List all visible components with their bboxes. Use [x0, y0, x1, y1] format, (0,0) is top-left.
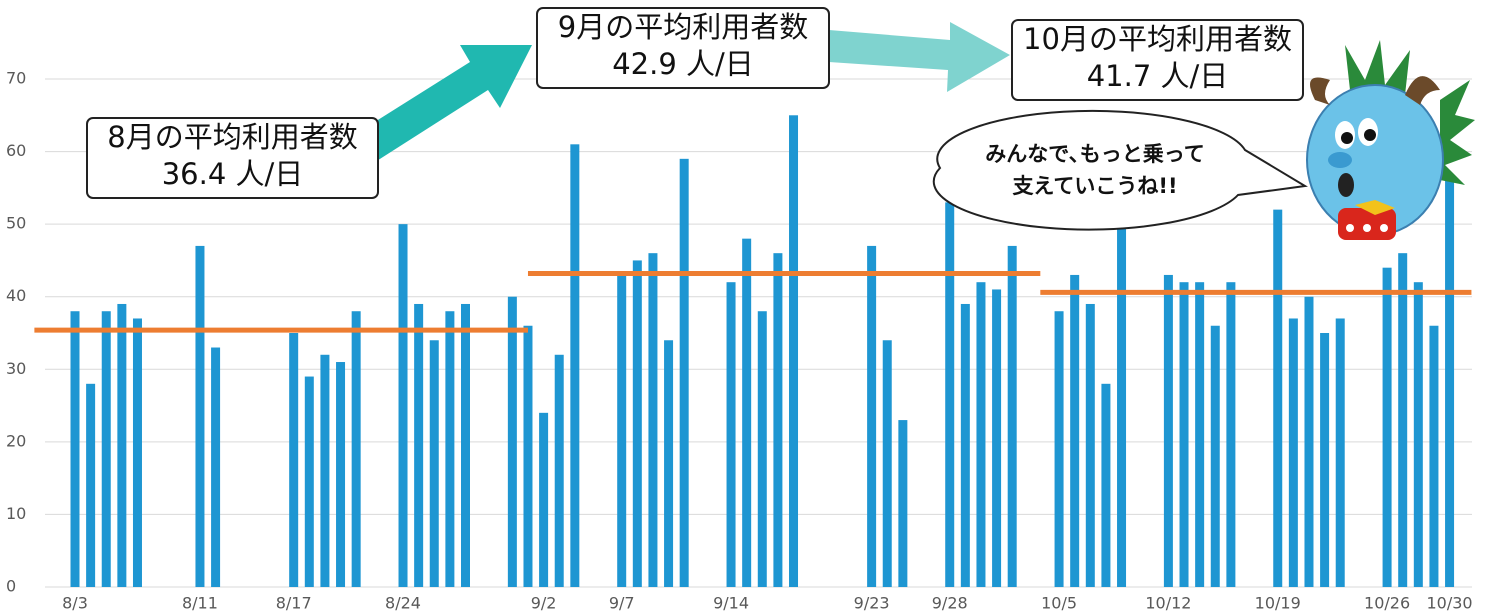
bar — [961, 304, 970, 587]
x-tick-label: 10/12 — [1145, 594, 1191, 613]
bar — [1055, 311, 1064, 587]
bar — [1180, 282, 1189, 587]
y-tick-label: 30 — [6, 359, 26, 378]
bar — [289, 333, 298, 587]
x-tick-label: 8/11 — [182, 594, 218, 613]
bar — [976, 282, 985, 587]
bar — [680, 159, 689, 587]
bar — [336, 362, 345, 587]
y-tick-label: 40 — [6, 286, 26, 305]
bar — [773, 253, 782, 587]
bar — [430, 340, 439, 587]
average-lines — [34, 273, 1471, 330]
bar — [1070, 275, 1079, 587]
bar — [555, 355, 564, 587]
bar — [86, 384, 95, 587]
x-tick-label: 9/7 — [609, 594, 635, 613]
bar — [898, 420, 907, 587]
bar — [1273, 210, 1282, 587]
y-tick-label: 20 — [6, 431, 26, 450]
bar — [945, 202, 954, 587]
bar — [1211, 326, 1220, 587]
bar — [102, 311, 111, 587]
y-tick-label: 0 — [6, 577, 16, 596]
bar — [1101, 384, 1110, 587]
y-tick-label: 60 — [6, 141, 26, 160]
annotation-text: 42.9 人/日 — [612, 47, 754, 81]
bar — [461, 304, 470, 587]
x-tick-label: 8/17 — [276, 594, 312, 613]
bar — [742, 239, 751, 587]
x-tick-label: 9/23 — [854, 594, 890, 613]
bar — [867, 246, 876, 587]
bar — [1289, 318, 1298, 587]
bar — [1398, 253, 1407, 587]
bar — [305, 377, 314, 587]
bar — [539, 413, 548, 587]
bar — [1304, 297, 1313, 587]
bar — [727, 282, 736, 587]
bar — [648, 253, 657, 587]
bar — [1383, 268, 1392, 587]
bar — [445, 311, 454, 587]
x-tick-label: 8/24 — [385, 594, 421, 613]
speech-line: みんなで､もっと乗って — [985, 142, 1204, 166]
bar — [414, 304, 423, 587]
bar — [1336, 318, 1345, 587]
y-tick-label: 50 — [6, 214, 26, 233]
bar — [523, 326, 532, 587]
bar — [1429, 326, 1438, 587]
annotation-text: 41.7 人/日 — [1087, 59, 1229, 93]
bar — [1445, 181, 1454, 587]
x-tick-label: 10/5 — [1041, 594, 1077, 613]
bar — [508, 297, 517, 587]
bar — [883, 340, 892, 587]
bar — [617, 275, 626, 587]
speech-bubble — [934, 111, 1305, 230]
y-tick-label: 70 — [6, 69, 26, 88]
bar — [1226, 282, 1235, 587]
x-tick-label: 10/26 — [1364, 594, 1410, 613]
x-tick-label: 9/14 — [713, 594, 749, 613]
arrow — [829, 22, 1010, 92]
bar — [1195, 282, 1204, 587]
bar — [399, 224, 408, 587]
x-tick-label: 9/2 — [531, 594, 557, 613]
bar — [71, 311, 80, 587]
bar — [789, 115, 798, 587]
x-tick-label: 9/28 — [932, 594, 968, 613]
bar — [1164, 275, 1173, 587]
bar — [664, 340, 673, 587]
annotation-text: 8月の平均利用者数 — [107, 120, 357, 154]
annotation-text: 10月の平均利用者数 — [1023, 22, 1292, 56]
bar — [1008, 246, 1017, 587]
bar — [570, 144, 579, 587]
bar — [1320, 333, 1329, 587]
bar — [352, 311, 361, 587]
bar — [117, 304, 126, 587]
x-tick-label: 8/3 — [62, 594, 88, 613]
y-tick-label: 10 — [6, 504, 26, 523]
annotation-text: 9月の平均利用者数 — [558, 10, 808, 44]
speech-line: 支えていこうね!! — [1012, 174, 1177, 198]
bar — [195, 246, 204, 587]
bar — [211, 348, 220, 587]
x-tick-label: 10/19 — [1255, 594, 1301, 613]
bar — [1414, 282, 1423, 587]
bar — [133, 318, 142, 587]
bar — [1117, 217, 1126, 587]
annotation-text: 36.4 人/日 — [162, 157, 304, 191]
chart: 0 10 20 30 40 50 60 70 8/3 8/11 8/17 8/24 9/2 9/7 9/1… — [0, 0, 1492, 613]
x-tick-label: 10/30 — [1427, 594, 1473, 613]
bar — [320, 355, 329, 587]
bar — [992, 289, 1001, 587]
bar — [633, 260, 642, 587]
bar — [758, 311, 767, 587]
bar — [1086, 304, 1095, 587]
